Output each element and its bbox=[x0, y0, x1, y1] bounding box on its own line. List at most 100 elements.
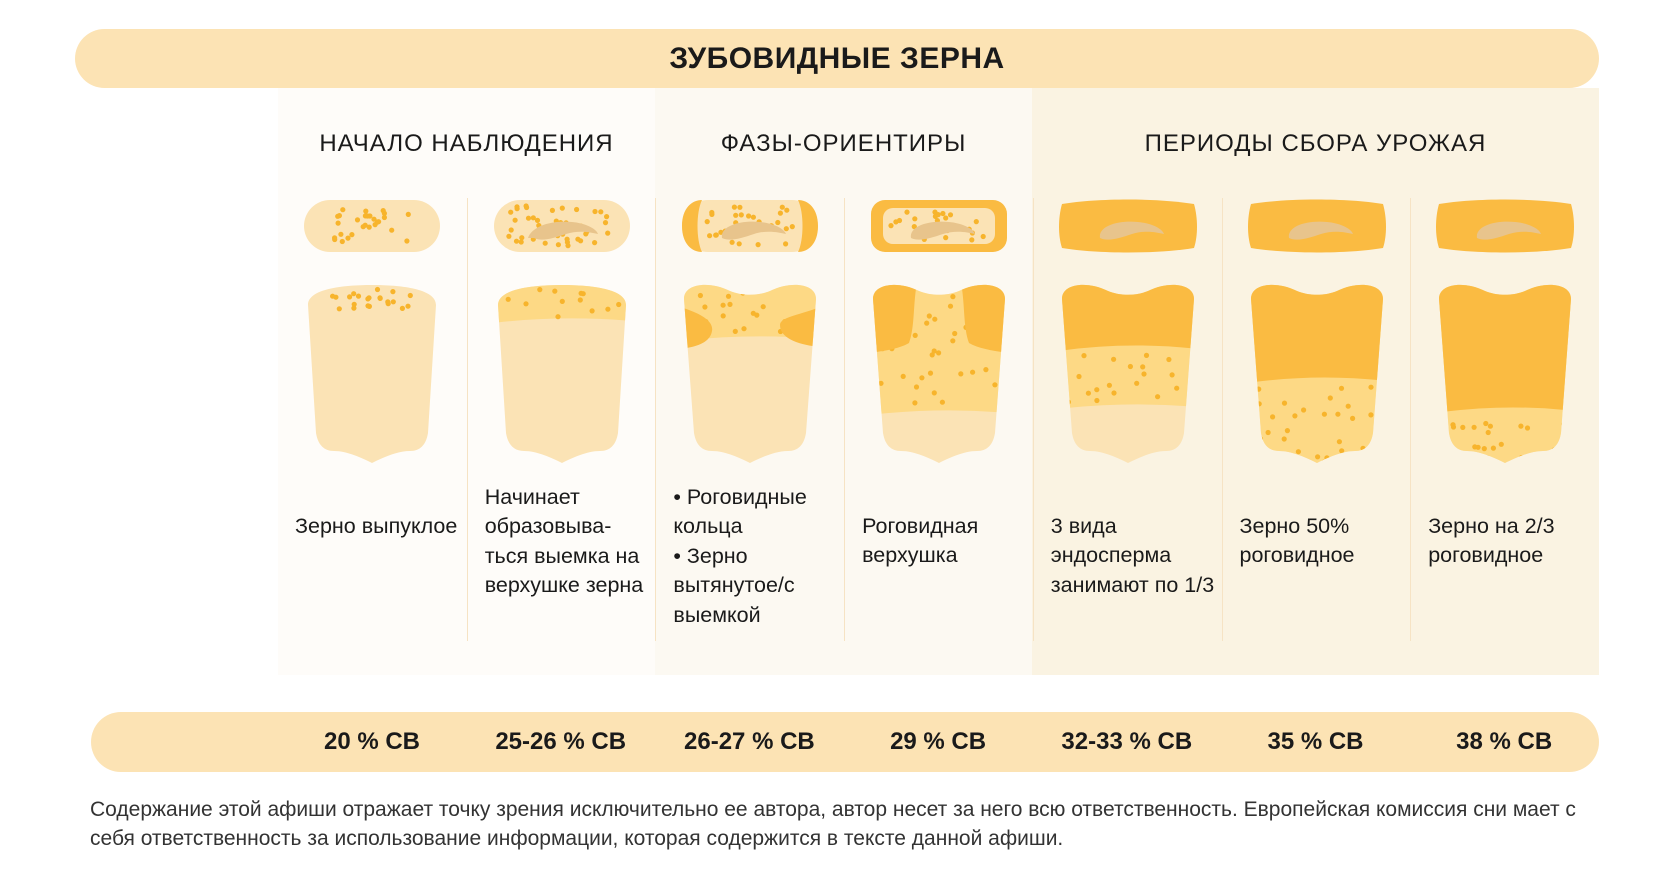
section-title-phases: ФАЗЫ-ОРИЕНТИРЫ bbox=[720, 130, 967, 157]
starch-dot bbox=[534, 217, 540, 223]
starch-dot bbox=[592, 208, 598, 215]
starch-dot bbox=[931, 390, 937, 396]
moisture-label: 20 % СВ bbox=[323, 728, 421, 755]
kernel-top-view-icon bbox=[1058, 199, 1197, 253]
starch-dot bbox=[1281, 400, 1287, 406]
stage-column: • Роговидные кольца • Зерно вытянутое/с … bbox=[655, 198, 844, 641]
starch-dot bbox=[1085, 390, 1091, 396]
starch-dot bbox=[1336, 439, 1342, 445]
starch-dot bbox=[1518, 455, 1525, 461]
kernel-top-view-icon bbox=[871, 200, 1008, 252]
starch-dot bbox=[1471, 424, 1477, 430]
starch-dot bbox=[507, 209, 513, 215]
starch-dot bbox=[992, 382, 998, 388]
starch-dot bbox=[336, 306, 342, 312]
starch-dot bbox=[525, 215, 531, 221]
starch-dot bbox=[1314, 454, 1320, 460]
starch-dot bbox=[950, 294, 956, 300]
starch-dot bbox=[381, 210, 387, 216]
starch-dot bbox=[363, 208, 369, 214]
starch-dot bbox=[591, 240, 597, 246]
starch-dot bbox=[1300, 407, 1306, 413]
starch-dot bbox=[518, 239, 524, 245]
starch-dot bbox=[927, 370, 934, 376]
section-title-harvest: ПЕРИОДЫ СБОРА УРОЖАЯ bbox=[1144, 130, 1487, 157]
starch-dot bbox=[1453, 451, 1460, 457]
starch-dot bbox=[904, 209, 910, 215]
starch-dot bbox=[1561, 421, 1567, 427]
starch-dot bbox=[1450, 422, 1456, 428]
starch-dot bbox=[615, 301, 621, 308]
starch-dot bbox=[952, 330, 958, 337]
section-title-start: НАЧАЛО НАБЛЮДЕНИЯ bbox=[319, 130, 614, 157]
starch-dot bbox=[404, 238, 410, 244]
starch-dot bbox=[1498, 441, 1505, 447]
stage-description: Зерно выпуклое bbox=[295, 514, 458, 538]
starch-dot bbox=[1321, 411, 1327, 417]
starch-dot bbox=[926, 313, 932, 319]
starch-dot bbox=[980, 233, 986, 240]
starch-dot bbox=[1169, 372, 1175, 378]
kernel-side-view-icon bbox=[1061, 284, 1194, 464]
starch-dot bbox=[947, 303, 954, 309]
starch-dot bbox=[390, 289, 396, 295]
starch-dot bbox=[399, 305, 405, 311]
starch-dot bbox=[1551, 447, 1557, 453]
stage-description: Зерно 50% роговидное bbox=[1239, 514, 1355, 568]
starch-dot bbox=[389, 227, 395, 233]
starch-dot bbox=[385, 301, 391, 307]
starch-dot bbox=[372, 222, 378, 228]
starch-dot bbox=[1093, 387, 1100, 393]
starch-dot bbox=[376, 219, 382, 225]
kernel-top-view-icon bbox=[1436, 199, 1575, 253]
stage-description: Роговидная верхушка bbox=[862, 514, 979, 568]
starch-dot bbox=[505, 233, 512, 239]
stage-column: Зерно выпуклое bbox=[278, 198, 466, 641]
starch-dot bbox=[1173, 385, 1180, 391]
starch-dot bbox=[602, 220, 608, 226]
starch-dot bbox=[751, 214, 757, 220]
starch-dot bbox=[514, 206, 520, 212]
kernel-side-view-icon bbox=[1250, 284, 1383, 473]
starch-dot bbox=[1518, 423, 1524, 429]
starch-dot bbox=[704, 219, 711, 225]
germ-shape bbox=[1288, 221, 1353, 240]
starch-dot bbox=[1284, 428, 1290, 434]
starch-dot bbox=[1291, 413, 1297, 419]
kernel-top-view-icon bbox=[1247, 199, 1386, 253]
starch-dot bbox=[351, 305, 357, 311]
stage-description: • Роговидные кольца • Зерно вытянутое/с … bbox=[673, 485, 807, 627]
starch-dot bbox=[1359, 445, 1366, 451]
starch-dot bbox=[698, 292, 704, 299]
starch-dot bbox=[1257, 436, 1263, 442]
starch-dot bbox=[729, 239, 736, 245]
starch-dot bbox=[604, 306, 611, 312]
stage-description: 3 вида эндосперма занимают по 1/3 bbox=[1050, 514, 1215, 597]
starch-dot bbox=[565, 243, 571, 249]
starch-dot bbox=[1354, 453, 1360, 459]
starch-dot bbox=[407, 292, 413, 299]
starch-dot bbox=[349, 232, 355, 238]
kernel-side-view-icon bbox=[497, 285, 626, 463]
moisture-bar bbox=[91, 712, 1599, 772]
starch-dot bbox=[523, 301, 529, 307]
starch-dot bbox=[1351, 453, 1357, 459]
starch-dot bbox=[1065, 399, 1071, 405]
starch-dot bbox=[555, 314, 561, 320]
starch-dot bbox=[900, 373, 906, 379]
starch-dot bbox=[377, 295, 383, 301]
starch-dot bbox=[1291, 469, 1296, 473]
starch-dot bbox=[1466, 463, 1471, 468]
starch-dot bbox=[347, 294, 353, 300]
starch-dot bbox=[733, 212, 739, 218]
page-title: ЗУБОВИДНЫЕ ЗЕРНА bbox=[669, 41, 1005, 75]
starch-dot bbox=[929, 352, 935, 358]
starch-dot bbox=[508, 227, 514, 233]
starch-dot bbox=[969, 237, 975, 243]
kernel-side-view-icon bbox=[1439, 284, 1572, 468]
starch-dot bbox=[746, 213, 752, 219]
starch-dot bbox=[340, 207, 346, 213]
starch-dot bbox=[936, 350, 942, 356]
starch-dot bbox=[947, 212, 954, 218]
starch-dot bbox=[1327, 395, 1333, 401]
